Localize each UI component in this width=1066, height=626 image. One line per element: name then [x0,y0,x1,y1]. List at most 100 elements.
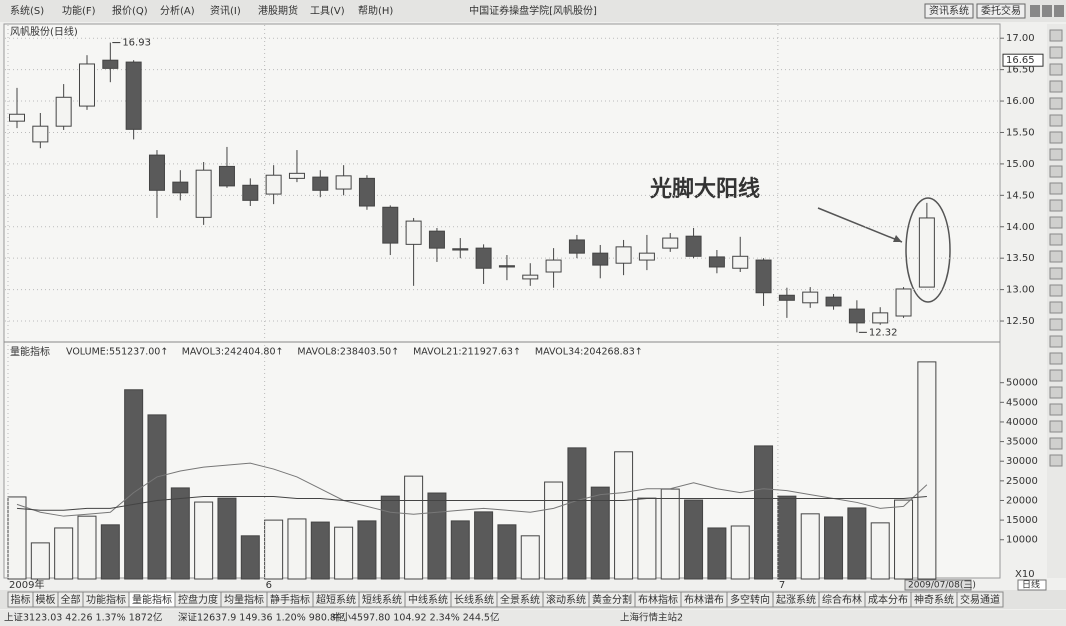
tool-icon[interactable] [1049,386,1063,399]
tool-icon[interactable] [1049,216,1063,229]
chart-title: 风帆股份(日线) [10,25,78,38]
tool-icon[interactable] [1049,233,1063,246]
tab-label[interactable]: 交易通道 [960,593,1000,606]
tab-label[interactable]: 功能指标 [86,593,126,606]
tool-icon[interactable] [1049,284,1063,297]
ma-line [16,462,928,517]
menu-item[interactable]: 分析(A) [160,4,195,17]
menu-item[interactable]: 工具(V) [310,5,345,17]
tool-icon[interactable] [1049,29,1063,42]
volume-bar [684,499,704,580]
tool-icon[interactable] [1049,131,1063,144]
tool-icon[interactable] [1049,352,1063,365]
arrow-head [893,235,902,242]
tab-label[interactable]: 神奇系统 [914,593,954,606]
menu-bar [0,0,1066,22]
tab-label[interactable]: 布林谱布 [684,593,724,606]
tool-icon[interactable] [1049,63,1063,76]
menu-item[interactable]: 港股期货 [258,4,298,17]
volume-bar [870,522,890,580]
volume-bar [520,535,540,580]
status-item: 上海行情主站2 [620,612,683,624]
y-tick-label: 25000 [1006,476,1038,487]
tab-label[interactable]: 滚动系统 [546,593,586,606]
candle-body [592,252,609,266]
tool-icon[interactable] [1049,454,1063,467]
tool-icon[interactable] [1049,301,1063,314]
candle-body [918,217,935,288]
min-label: 12.32 [869,327,898,338]
candle-body [382,206,399,244]
button[interactable] [976,3,1026,19]
y-tick-label: 50000 [1006,378,1038,389]
volume-bar [497,524,517,580]
annotation-arrow [817,207,903,243]
tab-label[interactable]: 短线系统 [362,593,402,606]
button[interactable] [924,3,974,19]
tool-icon[interactable] [1049,165,1063,178]
period-box[interactable] [1017,579,1047,591]
candle-body [825,296,842,307]
tab-label[interactable]: 中线系统 [408,593,448,606]
tool-icon[interactable] [1049,199,1063,212]
candle-body [452,248,469,251]
tool-icon[interactable] [1049,403,1063,416]
tab-label[interactable]: 全景系统 [500,593,540,606]
menu-item[interactable]: 功能(F) [62,4,96,17]
period[interactable]: 日线 [1022,579,1040,591]
x-tick-label: 6 [266,580,272,591]
y-tick-label: 45000 [1006,397,1038,408]
tool-icon[interactable] [1049,80,1063,93]
tab-label[interactable]: 长线系统 [454,593,494,606]
candle-body [802,291,819,304]
tool-icon[interactable] [1049,97,1063,110]
menu-item[interactable]: 报价(Q) [112,4,148,17]
volume-bar [800,513,820,580]
tab-label[interactable]: 量能指标 [132,593,172,606]
tab-label[interactable]: 全部 [61,593,81,606]
max-label: 16.93 [122,38,151,49]
y-tick-label: 12.50 [1006,316,1035,327]
tab-label[interactable]: 均量指标 [224,593,264,606]
tab-label[interactable]: 指标 [11,593,31,606]
tool-icon[interactable] [1049,148,1063,161]
menu-item[interactable]: 资讯(I) [210,5,241,17]
window-control[interactable] [1054,5,1064,17]
tool-icon[interactable] [1049,114,1063,127]
tool-icon[interactable] [1049,318,1063,331]
tool-icon[interactable] [1049,250,1063,263]
menu-item[interactable]: 系统(S) [10,4,44,17]
tool-icon[interactable] [1049,46,1063,59]
tab-label[interactable]: 模板 [36,593,56,606]
volume-title: 量能指标 [10,345,50,358]
tab-label[interactable]: 黄金分割 [592,593,632,606]
menu-item[interactable]: 帮助(H) [358,4,393,17]
window-control[interactable] [1030,5,1040,17]
candle-body [335,175,352,190]
tab-label[interactable]: 控盘力度 [178,593,218,606]
tab-label[interactable]: 多空转向 [730,593,770,606]
tab-label[interactable]: 超短系统 [316,593,356,606]
button-label[interactable]: 资讯系统 [929,4,969,17]
tool-icon[interactable] [1049,420,1063,433]
tool-icon[interactable] [1049,335,1063,348]
volume-bar [334,526,354,580]
tab-label[interactable]: 综合布林 [822,593,862,606]
volume-bar [894,499,914,580]
tool-icon[interactable] [1049,437,1063,450]
tab-label[interactable]: 布林指标 [638,593,678,606]
tab-label[interactable]: 成本分布 [868,593,908,606]
y-tick-label: 13.00 [1006,285,1035,296]
tool-icon[interactable] [1049,182,1063,195]
tab-label[interactable]: 静手指标 [270,593,310,606]
candle-body [545,259,562,273]
button-label[interactable]: 委托交易 [981,4,1021,17]
window-control[interactable] [1042,5,1052,17]
volume-bar [380,495,400,580]
tool-icon[interactable] [1049,369,1063,382]
volume-bar [170,487,190,580]
legend-entry: MAVOL8:238403.50↑ [297,347,399,358]
tab-label[interactable]: 起涨系统 [776,593,816,606]
tool-icon[interactable] [1049,267,1063,280]
tab[interactable] [956,591,1004,608]
